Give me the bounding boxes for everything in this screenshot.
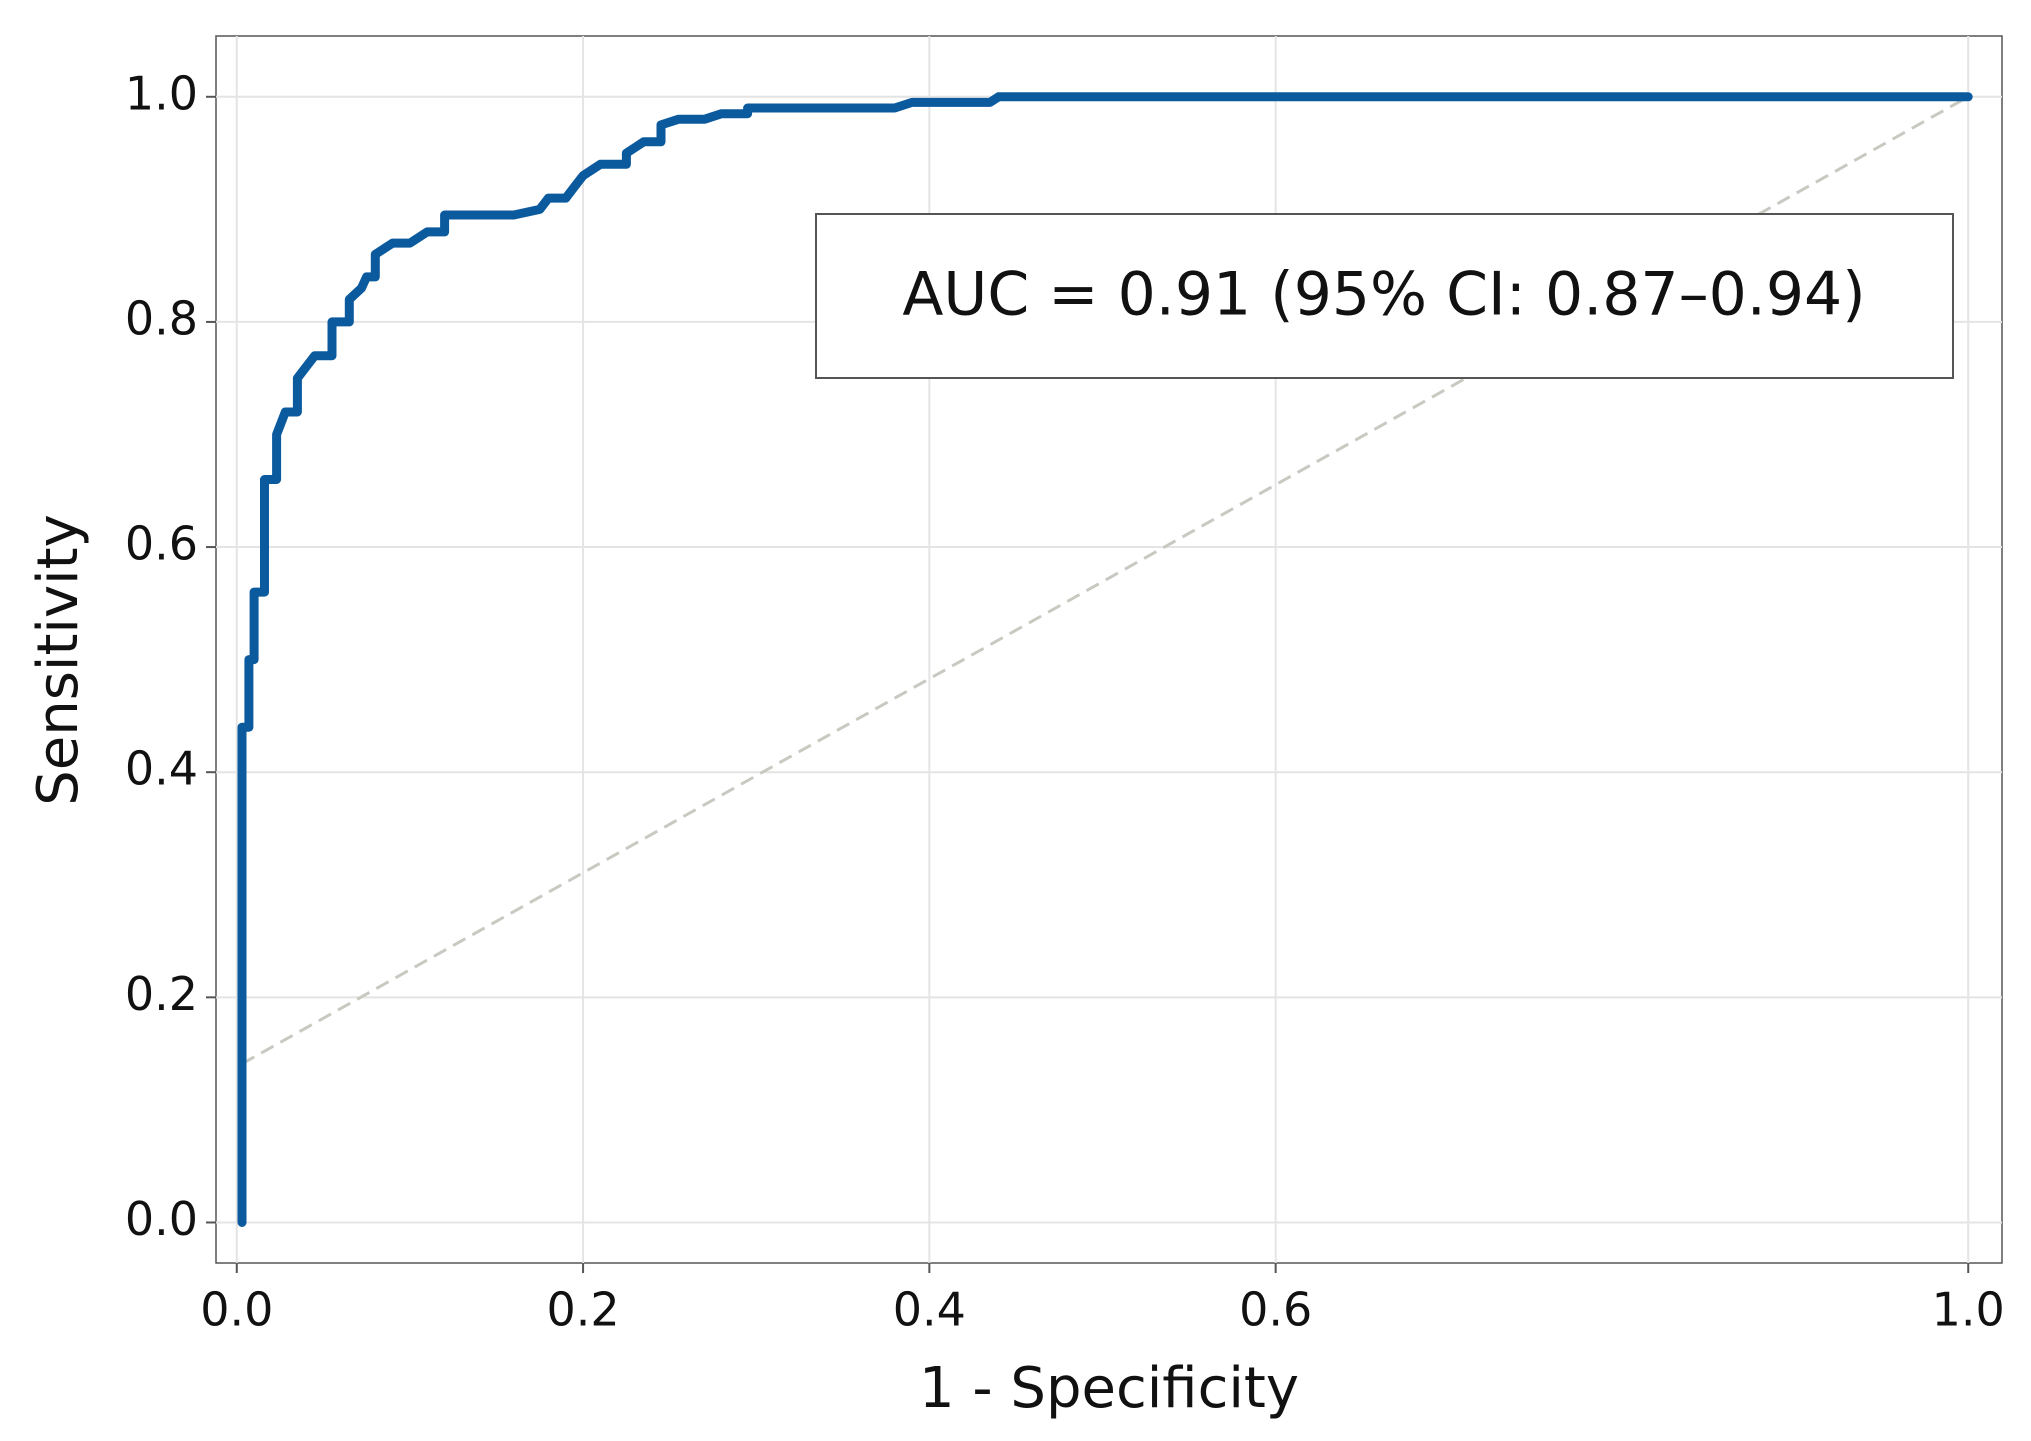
y-tick-label: 0.8	[125, 291, 198, 345]
y-tick-label: 0.2	[125, 967, 198, 1021]
x-tick-label: 0.0	[200, 1283, 273, 1337]
annotation-box	[815, 213, 1954, 379]
x-axis-label: 1 - Specificity	[919, 1356, 1299, 1421]
x-tick-label: 0.2	[546, 1283, 619, 1337]
y-tick-label: 0.0	[125, 1192, 198, 1246]
x-tick-label: 1.0	[1932, 1283, 2005, 1337]
x-tick-label: 0.6	[1239, 1283, 1312, 1337]
y-tick-label: 1.0	[125, 66, 198, 120]
y-tick-label: 0.6	[125, 517, 198, 571]
roc-curve	[237, 92, 1973, 1227]
x-tick-label: 0.4	[893, 1283, 966, 1337]
y-tick-label: 0.4	[125, 742, 198, 796]
y-axis-label: Sensitivity	[26, 514, 91, 806]
annotation: AUC = 0.91 (95% CI: 0.87–0.94)	[902, 260, 1865, 330]
